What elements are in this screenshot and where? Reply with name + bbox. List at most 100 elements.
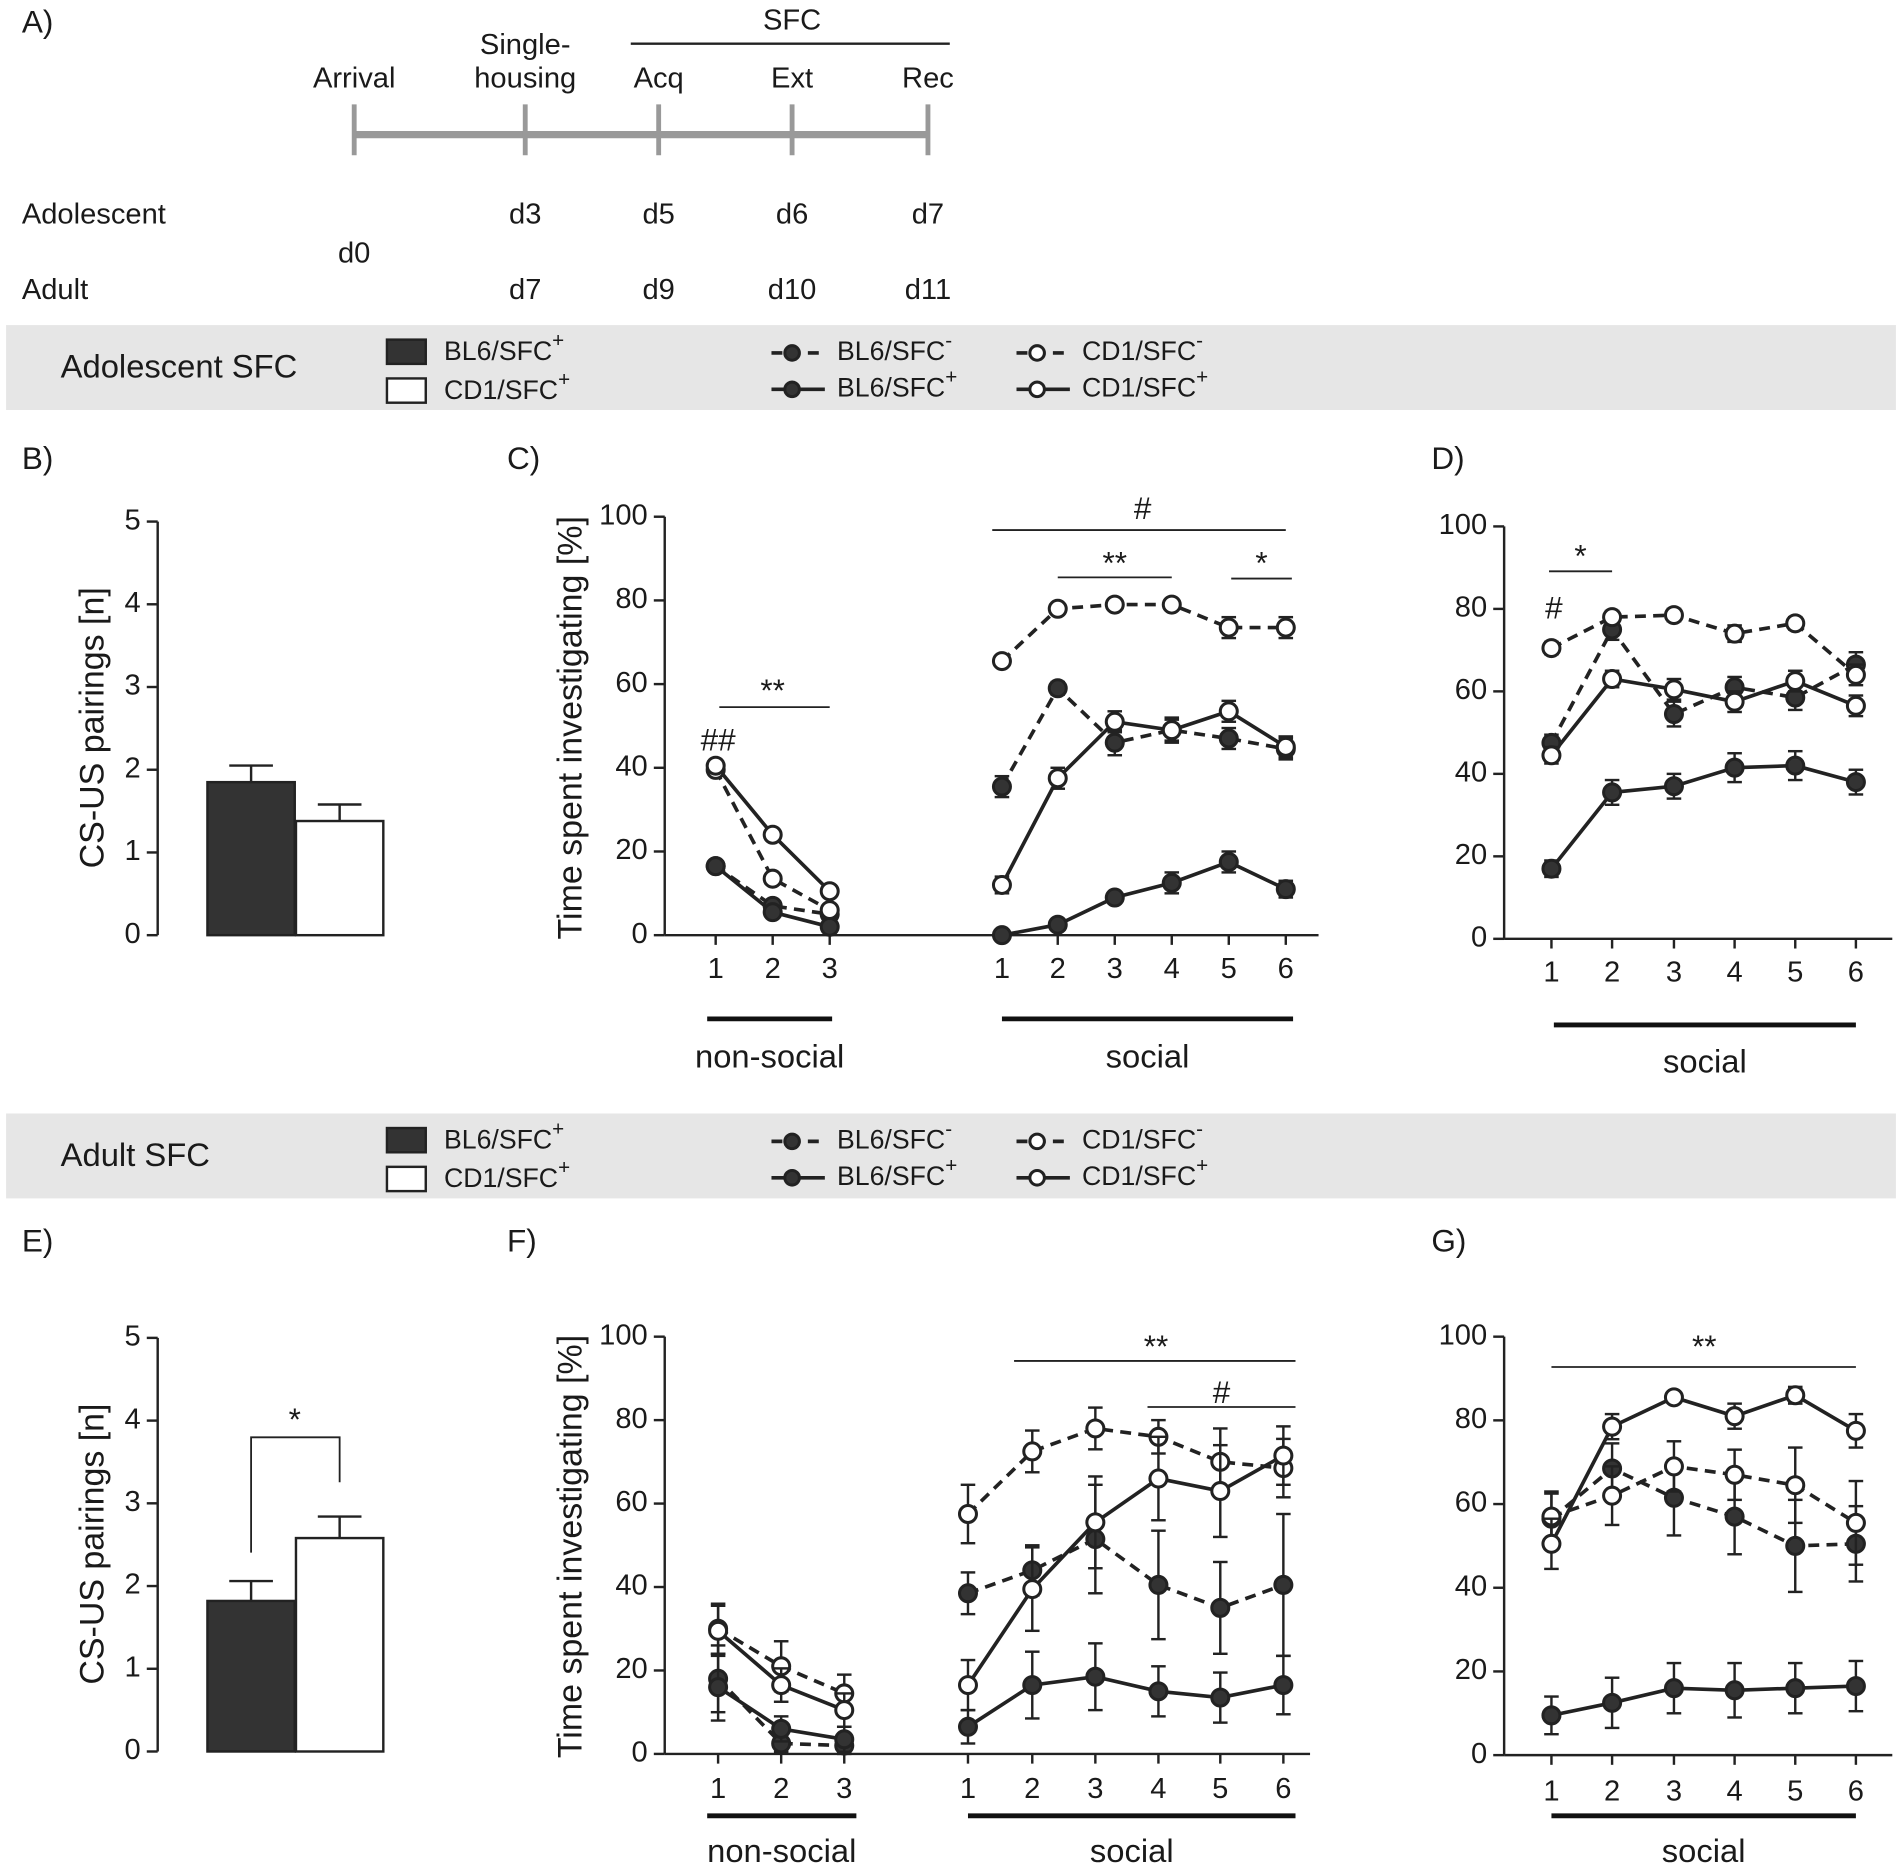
marker (1218, 701, 1239, 722)
marker (1085, 1418, 1106, 1439)
legend-swatch (385, 1165, 427, 1193)
marker (708, 1620, 729, 1641)
group-label: non-social (707, 1832, 856, 1869)
panel-label: G) (1431, 1223, 1466, 1259)
marker (1541, 638, 1562, 659)
group-label: non-social (695, 1038, 844, 1075)
y-tick-label: 4 (125, 1403, 141, 1435)
y-tick-label: 40 (615, 1570, 647, 1602)
y-tick-label: 5 (125, 1321, 141, 1353)
series-line (714, 769, 831, 912)
day-label: d9 (642, 274, 674, 306)
marker (991, 776, 1012, 797)
legend-swatch (385, 377, 427, 404)
x-tick-label: 2 (1604, 957, 1620, 989)
marker (1161, 720, 1182, 741)
series-line (967, 1536, 1284, 1610)
bar (206, 1599, 296, 1753)
legend-label: BL6/SFC+ (837, 365, 957, 402)
bar (294, 819, 385, 937)
marker (1785, 1385, 1806, 1406)
marker (1541, 1533, 1562, 1554)
x-tick-label: 6 (1275, 1773, 1291, 1805)
marker (705, 856, 726, 877)
marker (1602, 607, 1623, 628)
marker (1022, 1441, 1043, 1462)
x-tick-label: 1 (994, 953, 1010, 985)
legend-label: BL6/SFC+ (444, 1117, 564, 1154)
marker (1602, 1485, 1623, 1506)
marker (1275, 617, 1296, 638)
marker (1085, 1512, 1106, 1533)
y-tick-label: 4 (125, 587, 141, 619)
group-label: social (1090, 1832, 1174, 1869)
series-line (1551, 1684, 1856, 1718)
y-axis-title: Time spent investigating [%] (552, 516, 590, 939)
y-tick-label: 20 (1455, 839, 1487, 871)
marker (1104, 732, 1125, 753)
y-tick-label: 100 (1439, 509, 1488, 541)
marker (1724, 1506, 1745, 1527)
group-label: Adult (22, 274, 88, 306)
series-line (966, 1674, 1284, 1729)
marker (771, 1675, 792, 1696)
legend-marker (783, 380, 801, 399)
y-tick-label: 0 (125, 918, 141, 950)
y-tick-label: 0 (1471, 1738, 1487, 1770)
y-tick-label: 2 (125, 1569, 141, 1601)
legend-marker (1028, 1132, 1046, 1151)
marker (1047, 914, 1068, 935)
marker (1104, 711, 1125, 732)
legend-label: BL6/SFC+ (444, 329, 564, 366)
marker (1602, 1692, 1623, 1713)
legend-label: CD1/SFC- (1082, 1117, 1203, 1154)
marker (1663, 776, 1684, 797)
y-tick-label: 20 (615, 1653, 647, 1685)
legend-label: BL6/SFC+ (837, 1154, 957, 1191)
day-label: d10 (768, 274, 817, 306)
group-label: social (1106, 1038, 1190, 1075)
y-tick-label: 5 (125, 504, 141, 536)
x-tick-label: 3 (1666, 1775, 1682, 1807)
marker (1022, 1675, 1043, 1696)
marker (1724, 691, 1745, 712)
marker (1148, 1681, 1169, 1702)
marker (819, 881, 840, 902)
panel-label: C) (507, 440, 540, 476)
y-tick-label: 40 (1455, 1570, 1487, 1602)
marker (1663, 679, 1684, 700)
panel-label: A) (22, 4, 54, 40)
y-axis-title: CS-US pairings [n] (74, 1403, 112, 1684)
x-tick-label: 6 (1848, 1775, 1864, 1807)
event-label: Acq (634, 63, 684, 95)
y-tick-label: 40 (615, 750, 647, 782)
series-line (1550, 677, 1857, 757)
day-label: d7 (509, 274, 541, 306)
series-line (1550, 613, 1858, 677)
marker (1541, 858, 1562, 879)
marker (705, 755, 726, 776)
x-tick-label: 1 (1543, 1775, 1559, 1807)
marker (1724, 1464, 1745, 1485)
series-line (1549, 626, 1857, 744)
marker (1275, 736, 1296, 757)
annotation: # (1213, 1374, 1231, 1410)
marker (1785, 755, 1806, 776)
marker (1845, 772, 1866, 793)
annotation: ** (760, 672, 785, 708)
marker (819, 900, 840, 921)
x-tick-label: 5 (1787, 957, 1803, 989)
annotation: ** (1144, 1328, 1169, 1364)
series-line (1549, 1393, 1857, 1545)
day-label: d7 (912, 199, 944, 231)
day-label: d5 (642, 199, 674, 231)
marker (1602, 1416, 1623, 1437)
panel-label: B) (22, 440, 54, 476)
group-label: social (1662, 1832, 1746, 1869)
section-title: Adolescent SFC (61, 347, 298, 384)
section-strip (6, 325, 1896, 410)
x-tick-label: 1 (710, 1773, 726, 1805)
marker (1541, 745, 1562, 766)
marker (991, 874, 1012, 895)
